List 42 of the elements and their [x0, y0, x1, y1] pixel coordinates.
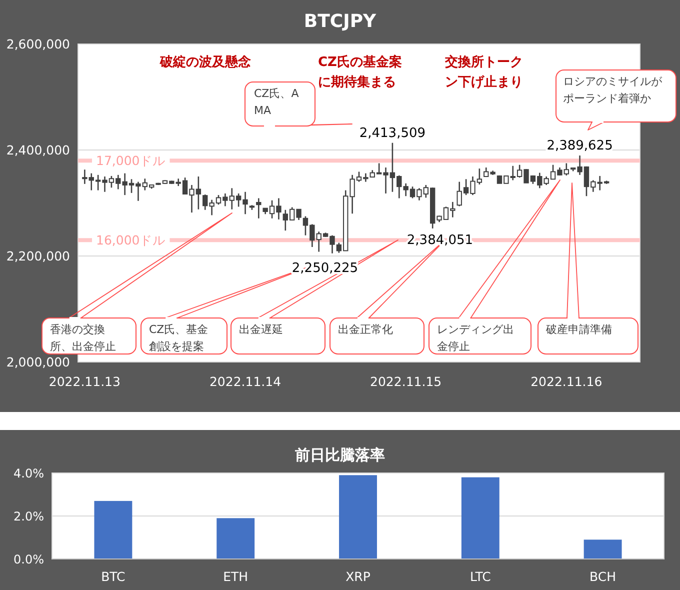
x-tick-label: XRP [346, 569, 371, 584]
x-tick-label: 2022.11.14 [209, 374, 282, 389]
annotation: 2,384,051 [406, 233, 474, 248]
annotation: 交換所トークン下げ止まり [444, 54, 523, 90]
bar [216, 518, 255, 559]
annotation: 出金遅延 [239, 323, 283, 336]
annotation: レンディング出金停止 [437, 323, 514, 353]
y-tick-label: 2,600,000 [6, 36, 70, 52]
x-tick-label: ETH [223, 569, 248, 584]
chart-title: BTCJPY [304, 11, 378, 32]
x-tick-label: 2022.11.15 [370, 374, 442, 389]
x-tick-label: BTC [101, 569, 126, 584]
annotation: 出金正常化 [338, 323, 393, 336]
ref-line-label: 17,000ドル [96, 153, 166, 168]
annotation: 破綻の波及懸念 [159, 54, 252, 70]
y-tick-label: 0.0% [14, 552, 44, 566]
bar [461, 477, 500, 559]
x-tick-label: LTC [470, 569, 492, 584]
annotation: ロシアのミサイルがポーランド着弾か [563, 75, 663, 105]
annotation: CZ氏、基金創設を提案 [149, 323, 208, 353]
x-tick-label: 2022.11.13 [48, 374, 120, 389]
callout: 破産申請準備 [538, 182, 638, 354]
annotation: CZ氏、AMA [254, 87, 300, 117]
bar [94, 500, 132, 559]
callout: ロシアのミサイルがポーランド着弾か [556, 70, 676, 130]
bar [339, 475, 377, 559]
annotation: 破産申請準備 [545, 323, 612, 336]
annotation: 2,389,625 [546, 138, 613, 154]
candlestick [256, 198, 262, 220]
bar [584, 540, 622, 559]
y-tick-label: 2,000,000 [6, 354, 70, 370]
y-tick-label: 4.0% [14, 466, 44, 480]
annotation: CZ氏の基金案に期待集まる [318, 54, 402, 90]
ref-line-label: 16,000ドル [96, 232, 166, 248]
y-tick-label: 2,200,000 [6, 248, 70, 264]
annotation: 香港の交換所、出金停止 [50, 323, 116, 353]
x-tick-label: BCH [590, 569, 616, 584]
x-tick-label: 2022.11.16 [530, 374, 602, 389]
chart-title: 前日比騰落率 [294, 446, 385, 464]
annotation: 2,413,509 [359, 126, 426, 141]
y-tick-label: 2.0% [14, 510, 44, 524]
y-tick-label: 2,400,000 [6, 142, 70, 158]
